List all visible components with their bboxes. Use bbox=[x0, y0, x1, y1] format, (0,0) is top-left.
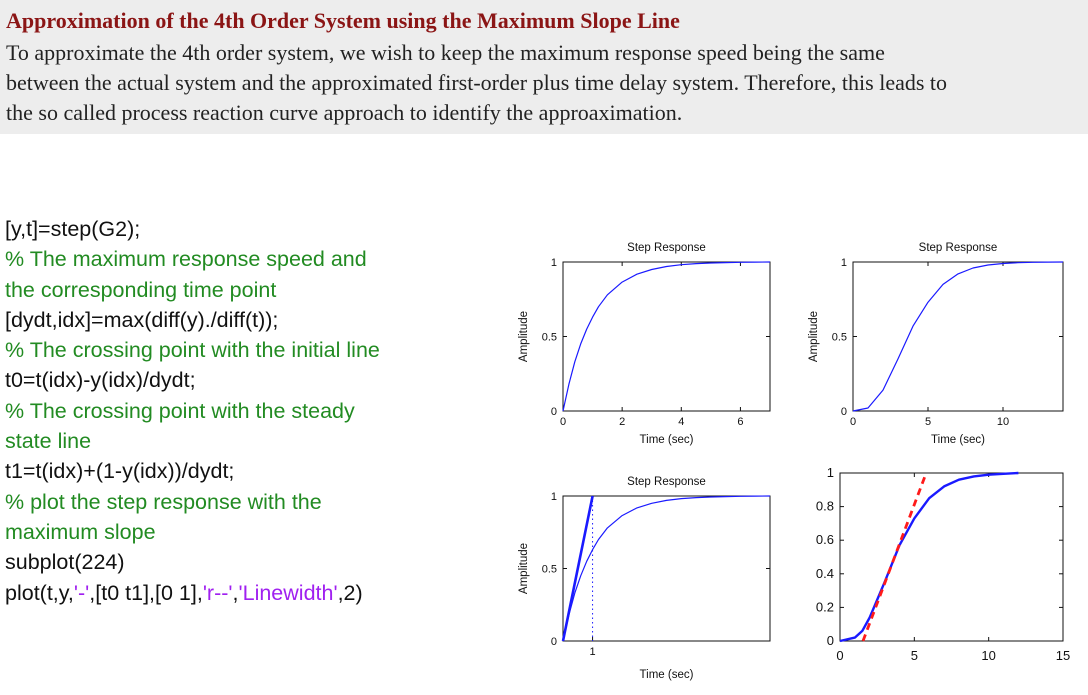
code-text: , bbox=[232, 580, 239, 605]
code-string: 'Linewidth' bbox=[238, 580, 338, 605]
code-line: the corresponding time point bbox=[5, 275, 380, 305]
max-slope-line bbox=[561, 495, 594, 642]
code-text: [y,t]=step(G2); bbox=[5, 217, 141, 241]
plot-axes-box bbox=[562, 495, 771, 642]
code-line: % The crossing point with the initial li… bbox=[5, 335, 380, 365]
x-tick-label: 2 bbox=[619, 416, 625, 428]
response-curve bbox=[562, 261, 771, 412]
code-text: ,[t0 t1],[0 1], bbox=[89, 580, 203, 605]
code-comment: % The crossing point with the steady bbox=[5, 398, 355, 423]
paragraph-line: between the actual system and the approx… bbox=[6, 70, 948, 95]
matlab-code-block: [y,t]=step(G2); % The maximum response sp… bbox=[5, 214, 380, 608]
code-comment: the corresponding time point bbox=[5, 277, 277, 302]
x-tick-label: 1 bbox=[590, 646, 596, 658]
plot-axes-box bbox=[839, 472, 1064, 642]
code-comment: % plot the step response with the bbox=[5, 489, 322, 514]
code-text: ,2) bbox=[337, 580, 363, 605]
response-curve bbox=[852, 261, 1064, 412]
code-text: t1=t(idx)+(1-y(idx))/dydt; bbox=[5, 459, 235, 484]
x-tick-label: 0 bbox=[560, 416, 566, 428]
y-tick-label: 1 bbox=[827, 465, 834, 480]
plot-axes-box bbox=[852, 261, 1064, 412]
code-line: % The crossing point with the steady bbox=[5, 396, 380, 426]
code-line: state line bbox=[5, 426, 380, 456]
y-tick-label: 0 bbox=[827, 633, 834, 648]
code-string: '-' bbox=[73, 580, 90, 605]
code-text: subplot(224) bbox=[5, 550, 125, 575]
code-comment: % The maximum response speed and bbox=[5, 247, 367, 272]
y-tick-label: 0.6 bbox=[816, 532, 834, 547]
x-tick-label: 0 bbox=[850, 416, 856, 428]
code-line: % plot the step response with the bbox=[5, 487, 380, 517]
x-tick-label: 6 bbox=[737, 416, 743, 428]
section-paragraph: To approximate the 4th order system, we … bbox=[6, 38, 1086, 128]
x-tick-label: 4 bbox=[678, 416, 684, 428]
code-line: [dydt,idx]=max(diff(y)./diff(t)); bbox=[5, 305, 380, 335]
y-tick-label: 0.5 bbox=[832, 332, 847, 344]
code-line: t1=t(idx)+(1-y(idx))/dydt; bbox=[5, 456, 380, 486]
x-tick-label: 5 bbox=[925, 416, 931, 428]
max-slope-dashed-line bbox=[861, 472, 928, 642]
section-title: Approximation of the 4th Order System us… bbox=[6, 8, 680, 33]
plot-axes-box bbox=[562, 261, 771, 412]
code-line: % The maximum response speed and bbox=[5, 244, 380, 274]
response-curve bbox=[839, 471, 1019, 643]
y-tick-label: 0.5 bbox=[542, 332, 557, 344]
y-axis-label: Amplitude bbox=[518, 311, 530, 362]
code-line: maximum slope bbox=[5, 517, 380, 547]
code-comment: state line bbox=[5, 429, 92, 454]
description-panel: Approximation of the 4th Order System us… bbox=[0, 0, 1088, 134]
x-axis-label: Time (sec) bbox=[931, 434, 985, 446]
y-tick-label: 0 bbox=[551, 406, 557, 418]
code-line: subplot(224) bbox=[5, 547, 380, 577]
x-tick-label: 10 bbox=[997, 416, 1009, 428]
paragraph-line: To approximate the 4th order system, we … bbox=[6, 40, 885, 65]
y-axis-label: Amplitude bbox=[518, 543, 530, 594]
y-tick-label: 0.4 bbox=[816, 566, 834, 581]
code-comment: % The crossing point with the initial li… bbox=[5, 338, 380, 363]
paragraph-line: the so called process reaction curve app… bbox=[6, 100, 683, 125]
y-tick-label: 0.8 bbox=[816, 499, 834, 514]
y-tick-label: 1 bbox=[841, 257, 847, 269]
x-tick-label: 15 bbox=[1056, 648, 1070, 663]
chart-title: Step Response bbox=[919, 242, 998, 254]
x-tick-label: 5 bbox=[911, 648, 918, 663]
x-tick-label: 10 bbox=[981, 648, 995, 663]
code-line: t0=t(idx)-y(idx)/dydt; bbox=[5, 365, 380, 395]
chart-title: Step Response bbox=[627, 476, 706, 488]
code-string: 'r--' bbox=[202, 580, 233, 605]
x-axis-label: Time (sec) bbox=[640, 669, 694, 681]
x-axis-label: Time (sec) bbox=[640, 434, 694, 446]
code-comment: maximum slope bbox=[5, 519, 156, 544]
y-tick-label: 0 bbox=[551, 636, 557, 648]
y-tick-label: 1 bbox=[551, 257, 557, 269]
y-tick-label: 1 bbox=[551, 491, 557, 503]
y-tick-label: 0.5 bbox=[542, 564, 557, 576]
code-text: plot(t,y, bbox=[5, 580, 74, 605]
y-tick-label: 0 bbox=[841, 406, 847, 418]
code-line: plot(t,y,'-',[t0 t1],[0 1],'r--','Linewi… bbox=[5, 578, 380, 608]
y-tick-label: 0.2 bbox=[816, 599, 834, 614]
x-tick-label: 0 bbox=[836, 648, 843, 663]
y-axis-label: Amplitude bbox=[808, 311, 820, 362]
response-curve bbox=[562, 495, 771, 642]
code-text: t0=t(idx)-y(idx)/dydt; bbox=[5, 368, 196, 393]
chart-title: Step Response bbox=[627, 242, 706, 254]
code-line: [y,t]=step(G2); bbox=[5, 214, 380, 244]
code-text: [dydt,idx]=max(diff(y)./diff(t)); bbox=[5, 307, 279, 332]
